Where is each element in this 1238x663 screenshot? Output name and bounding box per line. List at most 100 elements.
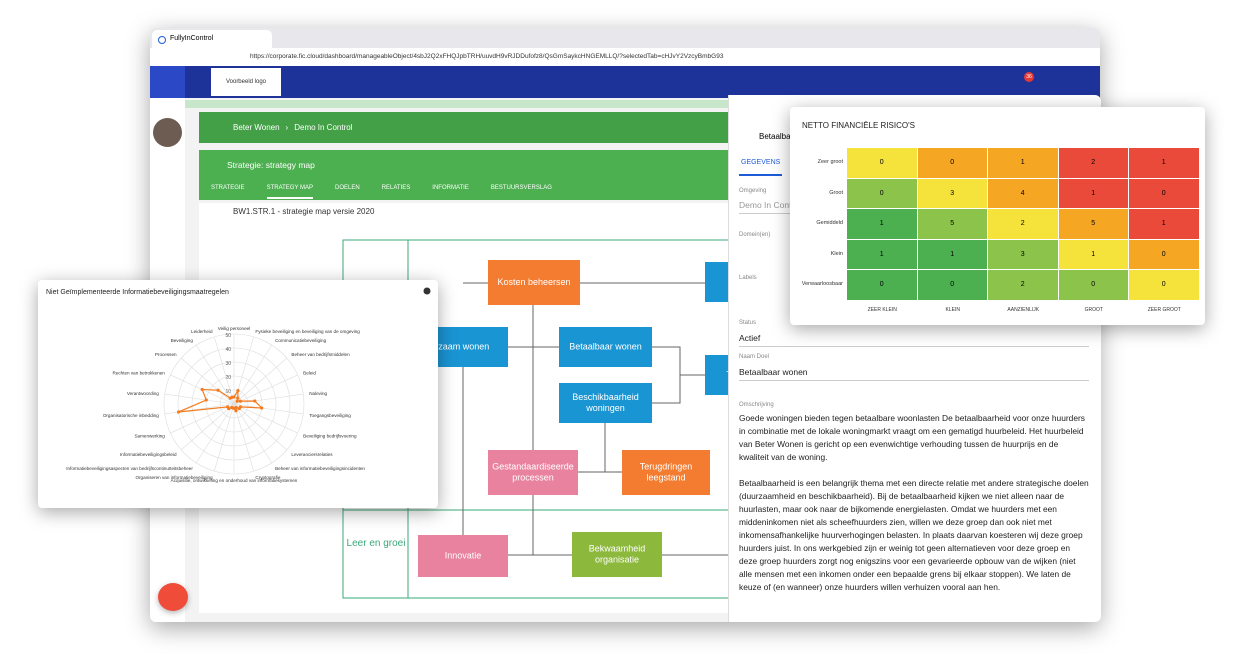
page-title: Strategie: strategy map — [227, 160, 315, 170]
risk-cell: 1 — [847, 239, 917, 269]
risk-cell: 0 — [1129, 270, 1199, 300]
spoke — [233, 374, 298, 405]
category-label: Beleid — [303, 370, 316, 375]
tab-icon — [158, 36, 166, 44]
category-label: Beveiliging — [171, 338, 194, 343]
page-tab[interactable]: DOELEN — [335, 185, 360, 191]
risk-cell: 1 — [1058, 239, 1128, 269]
green-strip — [185, 100, 730, 108]
risk-cell: 2 — [988, 209, 1058, 239]
panel-tab[interactable]: GEGEVENS — [739, 159, 783, 176]
risk-cell: 0 — [917, 148, 987, 178]
chat-button[interactable] — [158, 583, 188, 611]
radar-point — [236, 396, 240, 400]
url[interactable]: https://corporate.fic.cloud/dashboard/ma… — [250, 53, 724, 60]
category-label: Beheer van bedrijfsmiddelen — [291, 352, 350, 357]
spoke — [164, 403, 235, 415]
risk-cell: 4 — [988, 178, 1058, 208]
avatar[interactable] — [153, 118, 182, 147]
radar-point — [176, 410, 181, 414]
field-label: Omschrijving — [739, 402, 774, 408]
radar-point — [238, 399, 242, 403]
description: Goede woningen bieden tegen betaalbare w… — [739, 412, 1089, 607]
category-label: Naleving — [309, 391, 327, 396]
category-label: Samenwerking — [134, 434, 165, 439]
page-tab[interactable]: BESTUURSVERSLAG — [490, 185, 552, 191]
field-value: Actief — [739, 333, 1089, 347]
page-tab[interactable]: INFORMATIE — [432, 185, 469, 191]
tab-list: STRATEGIE STRATEGY MAP DOELEN RELATIES INFOR… — [211, 185, 552, 199]
connectors — [462, 282, 730, 556]
customer-logo: Voorbeeld logo — [211, 68, 281, 96]
r-tick-label: 20 — [225, 375, 231, 381]
map-node[interactable] — [488, 450, 578, 495]
map-node[interactable] — [559, 327, 652, 367]
field-value: Betaalbaar wonen — [739, 367, 1089, 381]
radar-card: Niet Geïmplementeerde Informatiebeveilig… — [38, 280, 438, 508]
field-label: Status — [739, 320, 757, 326]
category-label: Cryptografie — [255, 475, 280, 480]
r-tick-label: 50 — [225, 333, 231, 339]
column-label: ZEER KLEIN — [867, 306, 897, 313]
map-node[interactable] — [488, 260, 580, 305]
chart-title: Niet Geïmplementeerde Informatiebeveilig… — [46, 289, 229, 296]
category-label: Organiseren van informatiebeveiliging — [135, 475, 213, 480]
spoke — [213, 403, 235, 472]
app-logo[interactable] — [150, 66, 185, 98]
spoke — [233, 403, 298, 434]
spoke — [164, 393, 235, 405]
category-label: Organisatorische inbedding — [103, 413, 159, 418]
description-paragraph: Betaalbaarheid is een belangrijk thema m… — [739, 478, 1089, 592]
risk-matrix-title: NETTO FINANCIËLE RISICO'S — [802, 121, 915, 130]
radar-point — [204, 398, 208, 402]
map-node[interactable] — [705, 262, 730, 302]
map-node[interactable] — [622, 450, 710, 495]
arrow — [652, 375, 681, 404]
breadcrumb-item[interactable]: Beter Wonen — [233, 123, 280, 132]
map-node[interactable] — [559, 383, 652, 423]
r-tick-label: 40 — [225, 347, 231, 353]
category-label: Veilig personeel — [218, 326, 250, 331]
risk-cell: 1 — [988, 148, 1058, 178]
radar-point — [234, 409, 238, 413]
spoke — [233, 336, 255, 405]
spoke — [233, 357, 288, 405]
risk-cell: 0 — [1058, 270, 1128, 300]
risk-cell: 2 — [1058, 148, 1128, 178]
radar-point — [237, 406, 241, 411]
risk-cell: 0 — [917, 270, 987, 300]
risk-cell: 1 — [1129, 148, 1199, 178]
column-label: KLEIN — [945, 306, 960, 313]
risk-matrix-card: NETTO FINANCIËLE RISICO'S Zeer groot 0 0 1 2… — [790, 107, 1205, 325]
app-header: Voorbeeld logo 36 — [150, 66, 1100, 98]
category-label: Informatiebeveiligingsbeleid — [120, 452, 177, 457]
map-node[interactable] — [418, 535, 508, 577]
notification-badge[interactable]: 36 — [1024, 72, 1034, 82]
category-label: Processen — [155, 352, 177, 357]
page-tab[interactable]: STRATEGY MAP — [266, 185, 314, 199]
row-label: Zeer groot — [817, 159, 843, 165]
radar-point — [235, 399, 239, 403]
risk-cell: 1 — [1058, 178, 1128, 208]
risk-cell: 5 — [1058, 209, 1128, 239]
field-label: Omgeving — [739, 188, 767, 194]
radar-point — [260, 406, 264, 410]
map-node-label: Innovatie — [445, 550, 482, 560]
radar-point — [216, 388, 220, 392]
risk-cell: 1 — [917, 239, 987, 269]
page-tab[interactable]: RELATIES — [381, 185, 411, 191]
category-label: Beheer van informatiebeveiligingsinciden… — [275, 466, 365, 471]
browser-tab[interactable]: FullyInControl — [152, 30, 272, 48]
risk-cell: 0 — [1129, 239, 1199, 269]
category-label: Informatiebeveiligingsaspecten van bedri… — [66, 466, 193, 471]
settings-icon[interactable] — [423, 287, 431, 295]
risk-cell: 3 — [917, 178, 987, 208]
map-node-label: Bekwaamheid organisatie — [589, 544, 646, 565]
breadcrumb-item[interactable]: Demo In Control — [294, 123, 353, 132]
page-tab[interactable]: STRATEGIE — [211, 185, 245, 191]
map-node[interactable] — [572, 532, 662, 577]
spoke — [233, 403, 304, 415]
spoke — [233, 403, 273, 464]
radar-point — [230, 395, 234, 399]
